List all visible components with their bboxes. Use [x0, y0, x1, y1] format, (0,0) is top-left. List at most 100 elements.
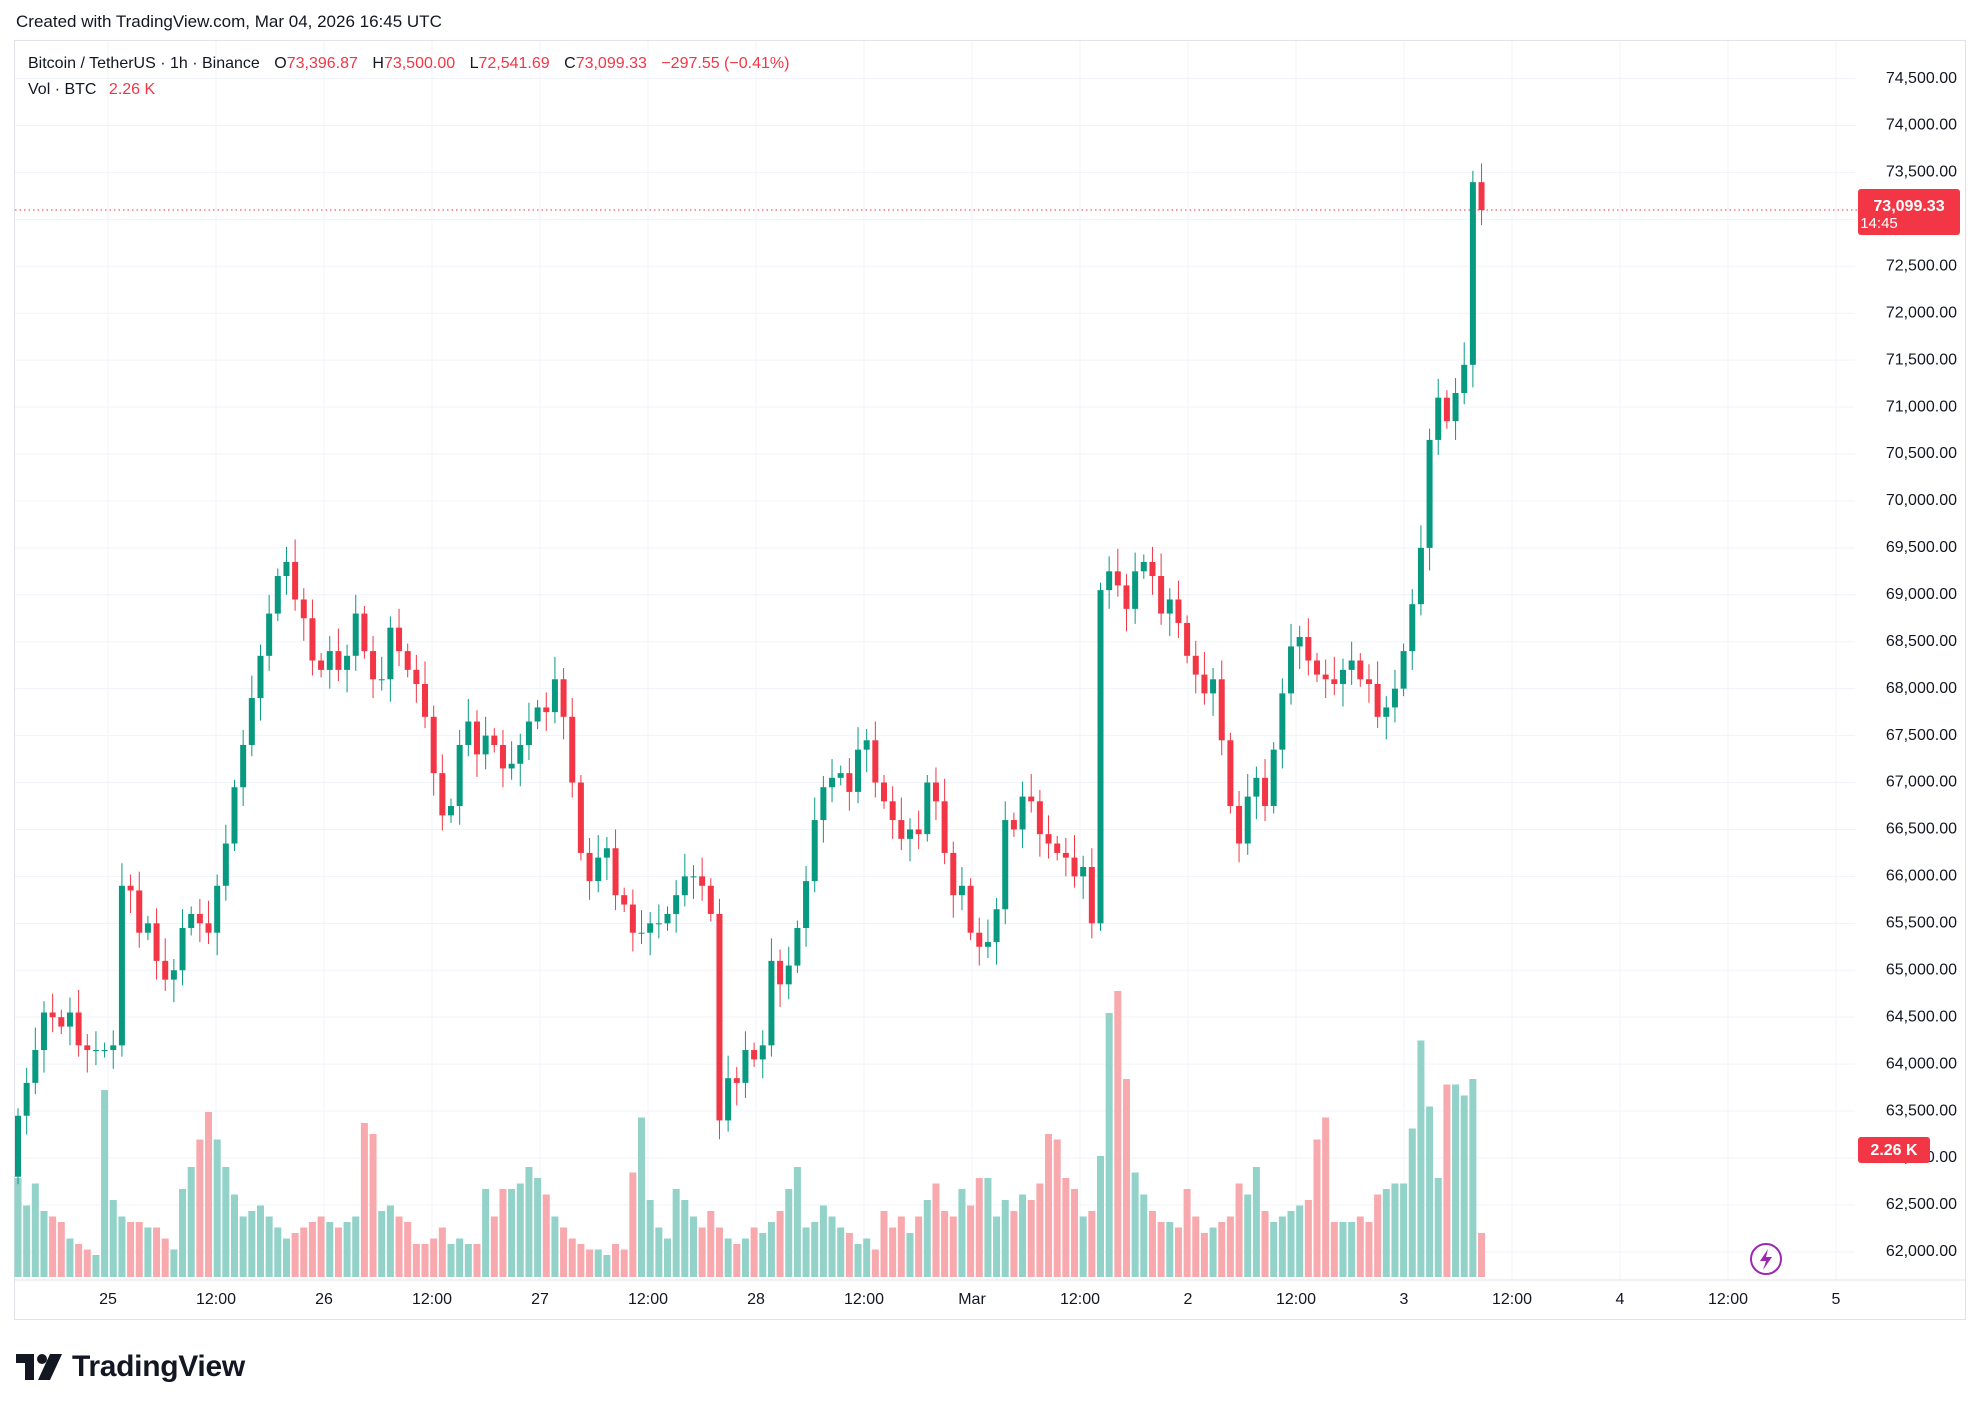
candle-body [110, 1045, 117, 1051]
volume-bar [161, 1238, 169, 1277]
volume-bar [369, 1134, 377, 1277]
candle-body [820, 787, 827, 821]
candle-body [1469, 182, 1476, 365]
candle-body [248, 698, 255, 745]
volume-bar [863, 1238, 871, 1277]
volume-bar [733, 1244, 741, 1277]
candle [993, 897, 1000, 965]
created-caption: Created with TradingView.com, Mar 04, 20… [16, 12, 442, 31]
volume-bar [334, 1227, 342, 1277]
candle-body [1132, 571, 1139, 609]
candle-body [292, 561, 299, 600]
candle [274, 568, 281, 622]
candle-body [1452, 392, 1459, 422]
candle [1036, 790, 1043, 857]
candle [170, 958, 177, 1003]
candle-body [1080, 867, 1087, 877]
candle [595, 835, 602, 893]
candle-body [1478, 182, 1485, 211]
candle [863, 729, 870, 773]
candle-body [15, 1115, 21, 1177]
candle [84, 1034, 91, 1073]
chart-frame[interactable] [14, 40, 1966, 1320]
candle-body [1279, 693, 1286, 750]
volume-bar [1027, 1200, 1035, 1277]
candle [1054, 836, 1061, 861]
candle [932, 767, 939, 821]
candle-body [1045, 834, 1052, 844]
legend-symbol[interactable]: Bitcoin / TetherUS · 1h · Binance [28, 55, 260, 72]
volume-bar [1192, 1216, 1200, 1277]
candle [1452, 377, 1459, 440]
candle-body [499, 744, 506, 769]
candle-body [785, 965, 792, 985]
volume-bar [248, 1211, 256, 1277]
candle [1348, 641, 1355, 685]
volume-bar [1348, 1222, 1356, 1277]
time-tick-label: Mar [958, 1291, 986, 1308]
candle [699, 857, 706, 901]
candle [482, 716, 489, 770]
volume-bar [1287, 1211, 1295, 1277]
candle-body [638, 932, 645, 934]
candle [889, 786, 896, 839]
candle [733, 1066, 740, 1106]
candle [1270, 742, 1277, 814]
candle [1184, 615, 1191, 664]
volume-bar [1209, 1227, 1217, 1277]
candle [1175, 580, 1182, 638]
candle-body [1288, 646, 1295, 694]
candle-body [872, 740, 879, 783]
time-tick-label: 12:00 [1276, 1291, 1316, 1308]
candle-body [1314, 660, 1320, 675]
price-axis[interactable]: 74,500.0074,000.0073,500.0073,000.0072,5… [1886, 70, 1957, 1260]
volume-bar [499, 1189, 507, 1277]
candle-body [222, 843, 229, 886]
candle [1166, 588, 1173, 637]
candle-body [655, 923, 662, 925]
candle-body [958, 885, 965, 896]
candlestick-chart[interactable]: 74,500.0074,000.0073,500.0073,000.0072,5… [0, 0, 1982, 1330]
candle [1305, 618, 1312, 676]
time-tick-label: 12:00 [1708, 1291, 1748, 1308]
volume-bar [447, 1244, 455, 1277]
candle-body [906, 829, 913, 839]
volume-bar [360, 1123, 368, 1277]
candle [1426, 428, 1433, 571]
volume-bar [75, 1244, 83, 1277]
candle-body [603, 848, 610, 858]
tradingview-logo[interactable]: TradingView [16, 1350, 245, 1384]
candle-body [66, 1012, 73, 1027]
legend-high: 73,500.00 [383, 55, 456, 72]
volume-bar [689, 1216, 697, 1277]
candle [1253, 766, 1260, 820]
candle-body [1054, 843, 1061, 853]
candle-body [1383, 707, 1390, 717]
volume-bar [1278, 1216, 1286, 1277]
volume-bar [542, 1194, 550, 1277]
time-axis[interactable]: 25 12:00 26 12:00 27 12:00 28 12:00 Mar 12:00 2 12:… [15, 1279, 1965, 1308]
legend-volume-label[interactable]: Vol · BTC [28, 81, 97, 98]
volume-bar [343, 1222, 351, 1277]
price-tick-label: 64,000.00 [1886, 1055, 1957, 1072]
volume-bar [1183, 1189, 1191, 1277]
price-tag: 73,099.33 14:45 [1858, 189, 1960, 235]
candle-body [1365, 679, 1372, 684]
volume-bar [317, 1216, 325, 1277]
candle-body [1443, 397, 1450, 422]
candle [881, 775, 887, 809]
candle-body [863, 740, 870, 750]
volume-bar [1400, 1183, 1408, 1277]
candle-body [404, 651, 411, 670]
candle [1045, 815, 1052, 859]
candle [586, 837, 593, 900]
volume-tag-value: 2.26 K [1870, 1142, 1918, 1159]
candle-body [725, 1078, 732, 1121]
lightning-icon[interactable] [1750, 1243, 1782, 1275]
candle [1010, 812, 1017, 837]
candle [473, 710, 480, 777]
volume-bar [386, 1205, 394, 1277]
candle-body [378, 679, 385, 681]
candle-body [32, 1050, 39, 1083]
time-tick-label: 27 [531, 1291, 549, 1308]
